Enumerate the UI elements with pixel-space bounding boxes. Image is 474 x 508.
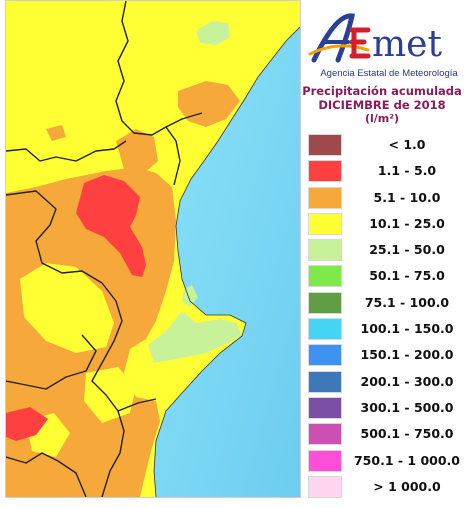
legend-item: < 1.0 bbox=[308, 133, 468, 159]
logo-subtitle: Agencia Estatal de Meteorología bbox=[320, 68, 458, 79]
legend-swatch bbox=[308, 344, 342, 367]
legend-swatch bbox=[308, 318, 342, 341]
legend-swatch bbox=[308, 370, 342, 393]
region-25-50-south bbox=[148, 311, 242, 363]
region-5-10-small bbox=[46, 125, 66, 141]
region-1-5-south bbox=[6, 407, 48, 441]
legend-item: 100.1 - 150.0 bbox=[308, 317, 468, 343]
legend-item: 500.1 - 750.0 bbox=[308, 422, 468, 448]
legend-range-label: 500.1 - 750.0 bbox=[360, 426, 454, 442]
region-1-5-core bbox=[76, 175, 146, 277]
legend-item: 25.1 - 50.0 bbox=[308, 238, 468, 264]
province-borders bbox=[6, 1, 203, 497]
legend-range-label: 10.1 - 25.0 bbox=[369, 215, 445, 231]
legend-title-line2: DICIEMBRE de 2018 bbox=[318, 98, 446, 112]
legend-range-label: 750.1 - 1 000.0 bbox=[353, 452, 461, 468]
legend-range-label: 100.1 - 150.0 bbox=[360, 321, 454, 337]
legend-range-label: 200.1 - 300.0 bbox=[360, 373, 454, 389]
legend-range-label: 300.1 - 500.0 bbox=[360, 399, 454, 415]
region-10-25-pocket-a bbox=[20, 263, 114, 353]
aemet-logo: met Agencia Estatal de Meteorología bbox=[308, 10, 468, 80]
legend-item: > 1 000.0 bbox=[308, 475, 468, 501]
aemet-wordmark: met bbox=[308, 13, 442, 65]
legend-range-label: > 1 000.0 bbox=[373, 478, 441, 494]
legend-panel: met Agencia Estatal de Meteorología Prec… bbox=[300, 0, 474, 508]
legend-swatch bbox=[308, 212, 342, 235]
legend-range-label: 150.1 - 200.0 bbox=[360, 347, 454, 363]
legend-range-label: 75.1 - 100.0 bbox=[364, 294, 450, 310]
legend-swatch bbox=[308, 239, 342, 262]
legend-item: 200.1 - 300.0 bbox=[308, 370, 468, 396]
legend-swatch bbox=[308, 423, 342, 446]
legend-swatch bbox=[308, 265, 342, 288]
legend-swatch bbox=[308, 475, 342, 498]
legend-swatch bbox=[308, 186, 342, 209]
legend-swatch bbox=[308, 160, 342, 183]
legend-list: < 1.0 1.1 - 5.0 5.1 - 10.0 10.1 - 25.0 25.1 … bbox=[308, 133, 468, 501]
legend-title-line1: Precipitación acumulada bbox=[302, 84, 462, 98]
sea-area bbox=[154, 1, 300, 497]
legend-unit: (l/m²) bbox=[364, 112, 400, 125]
logo-met-text: met bbox=[372, 24, 442, 65]
legend-title: Precipitación acumulada DICIEMBRE de 201… bbox=[300, 84, 464, 126]
legend-range-label: < 1.0 bbox=[388, 137, 426, 152]
legend-swatch bbox=[308, 396, 342, 419]
legend-item: 10.1 - 25.0 bbox=[308, 212, 468, 238]
legend-swatch bbox=[308, 449, 342, 472]
legend-item: 300.1 - 500.0 bbox=[308, 396, 468, 422]
coastline bbox=[153, 26, 300, 497]
region-5-10-center-north bbox=[116, 129, 158, 173]
legend-item: 50.1 - 75.0 bbox=[308, 264, 468, 290]
legend-item: 150.1 - 200.0 bbox=[308, 343, 468, 369]
legend-item: 5.1 - 10.0 bbox=[308, 186, 468, 212]
legend-range-label: 1.1 - 5.0 bbox=[377, 163, 437, 179]
legend-range-label: 50.1 - 75.0 bbox=[369, 268, 445, 284]
precipitation-map bbox=[5, 0, 301, 498]
map-svg bbox=[6, 1, 300, 497]
legend-item: 1.1 - 5.0 bbox=[308, 159, 468, 185]
legend-range-label: 25.1 - 50.0 bbox=[369, 242, 445, 258]
legend-range-label: 5.1 - 10.0 bbox=[373, 189, 441, 205]
legend-item: 750.1 - 1 000.0 bbox=[308, 449, 468, 475]
legend-swatch bbox=[308, 134, 342, 156]
region-25-50-north bbox=[196, 21, 230, 45]
legend-item: 75.1 - 100.0 bbox=[308, 291, 468, 317]
legend-swatch bbox=[308, 291, 342, 314]
